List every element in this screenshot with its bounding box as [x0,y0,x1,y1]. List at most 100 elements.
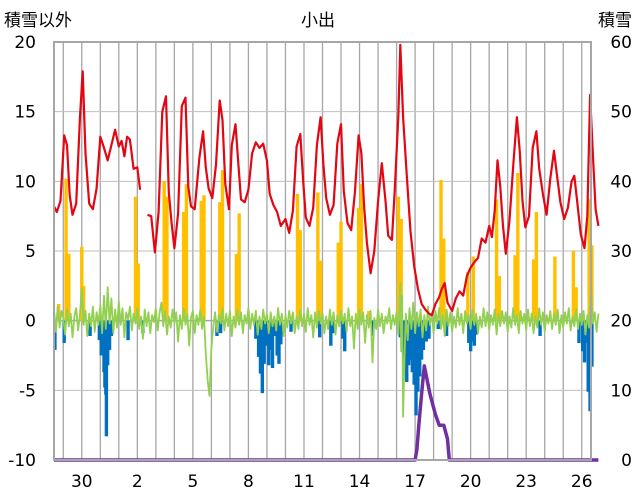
precipitation-bar [472,320,477,346]
sunshine-bar [367,310,371,321]
x-tick-label: 5 [187,472,198,492]
sunshine-bar [356,207,361,321]
precipitation-bar [470,320,475,342]
sunshine-bar [574,287,578,321]
precipitation-bar [254,320,258,339]
right-tick-label: 30 [610,242,632,262]
x-tick-label: 26 [571,472,593,492]
precipitation-bar [402,320,406,363]
sunshine-bar [339,221,343,321]
precipitation-bar [330,320,335,334]
sunshine-bar [318,260,323,321]
precipitation-bar [406,320,411,366]
sunshine-bar [553,256,557,321]
sunshine-bar [534,211,539,321]
precipitation-bar [279,320,283,345]
sunshine-bar [67,253,71,321]
precipitation-bar [267,320,271,366]
precipitation-bar [467,320,471,343]
sunshine-bar [399,218,403,321]
right-tick-label: 0 [621,451,632,471]
sunshine-bar [513,255,517,321]
precipitation-bar [436,320,440,330]
precipitation-bar [272,320,277,336]
precipitation-bar [586,320,590,392]
precipitation-bar [104,320,109,437]
x-axis-ticks: 30 2 5 8 11 14 17 20 23 26 [71,472,593,492]
sunshine-bar [165,196,169,321]
chart-title: 小出 [301,11,335,31]
left-tick-label: 10 [14,172,36,192]
right-tick-label: 10 [610,381,632,401]
x-tick-label: 11 [293,472,315,492]
precipitation-bar [419,320,424,360]
precipitation-bar [405,320,409,382]
left-tick-label: -10 [8,451,36,471]
precipitation-bar [412,320,416,385]
sunshine-bar [587,199,591,321]
sunshine-bar [295,193,300,321]
sunshine-bar [136,263,140,321]
left-tick-label: 20 [14,33,36,53]
plot-frame [53,41,592,461]
precipitation-bar [582,320,587,363]
sunshine-bar [531,259,536,321]
right-axis-title: 積雪 [598,11,632,31]
precipitation-bar [577,320,581,343]
precipitation-bar [109,320,114,336]
sunshine-bar [218,202,222,321]
right-tick-label: 50 [610,103,632,123]
right-tick-label: 40 [610,172,632,192]
sunshine-bar [439,179,443,321]
left-axis-ticks: 20 15 10 5 0 -5 -10 [8,33,36,471]
precipitation-bar [258,320,263,374]
x-tick-label: 17 [404,472,426,492]
precipitation-bar [260,320,265,394]
precipitation-bar [268,320,273,350]
sunshine-bar [494,199,499,321]
precipitation-bar [126,320,130,341]
sunshine-bar [234,253,239,321]
precipitation-bar [408,320,413,360]
sunshine-bar [133,196,138,321]
left-tick-label: 0 [25,312,36,332]
sunshine-bar [497,276,502,321]
x-tick-label: 20 [460,472,482,492]
precipitation-bar [218,320,223,334]
precipitation-bar [474,320,478,335]
precipitation-bar [414,320,418,416]
left-axis-title: 積雪以外 [4,11,72,31]
left-tick-label: -5 [19,381,36,401]
sunshine-bar [162,181,166,321]
precipitation-bar [538,320,542,336]
sunshine-bar [466,271,470,321]
left-tick-label: 15 [14,103,36,123]
precipitation-bar [289,320,293,332]
sunshine-bar [571,251,576,321]
precipitation-bar [343,320,347,352]
x-tick-label: 2 [132,472,143,492]
temperature-line [147,43,600,317]
precipitation-bar [107,320,112,350]
precipitation-bar [256,320,261,357]
snow-depth-line [54,364,599,462]
sunshine-bar [359,184,364,321]
x-tick-label: 14 [349,472,371,492]
sunshine-bar [80,246,84,321]
sunshine-bar [442,238,446,321]
precipitation-bar [262,320,266,364]
series-lines [53,43,600,462]
x-tick-label: 23 [515,472,537,492]
x-tick-label: 8 [243,472,254,492]
precipitation-bar [106,320,110,366]
sunshine-bar [181,211,186,321]
precipitation-bar [275,320,279,356]
precipitation-bar [99,320,103,356]
sunshine-bar [396,196,401,321]
precipitation-bar [416,320,420,392]
sunshine-bars [56,170,594,321]
sunshine-bar [237,213,241,321]
precipitation-bar [97,320,102,341]
sunshine-bar [516,172,520,321]
sunshine-bar [471,256,476,321]
